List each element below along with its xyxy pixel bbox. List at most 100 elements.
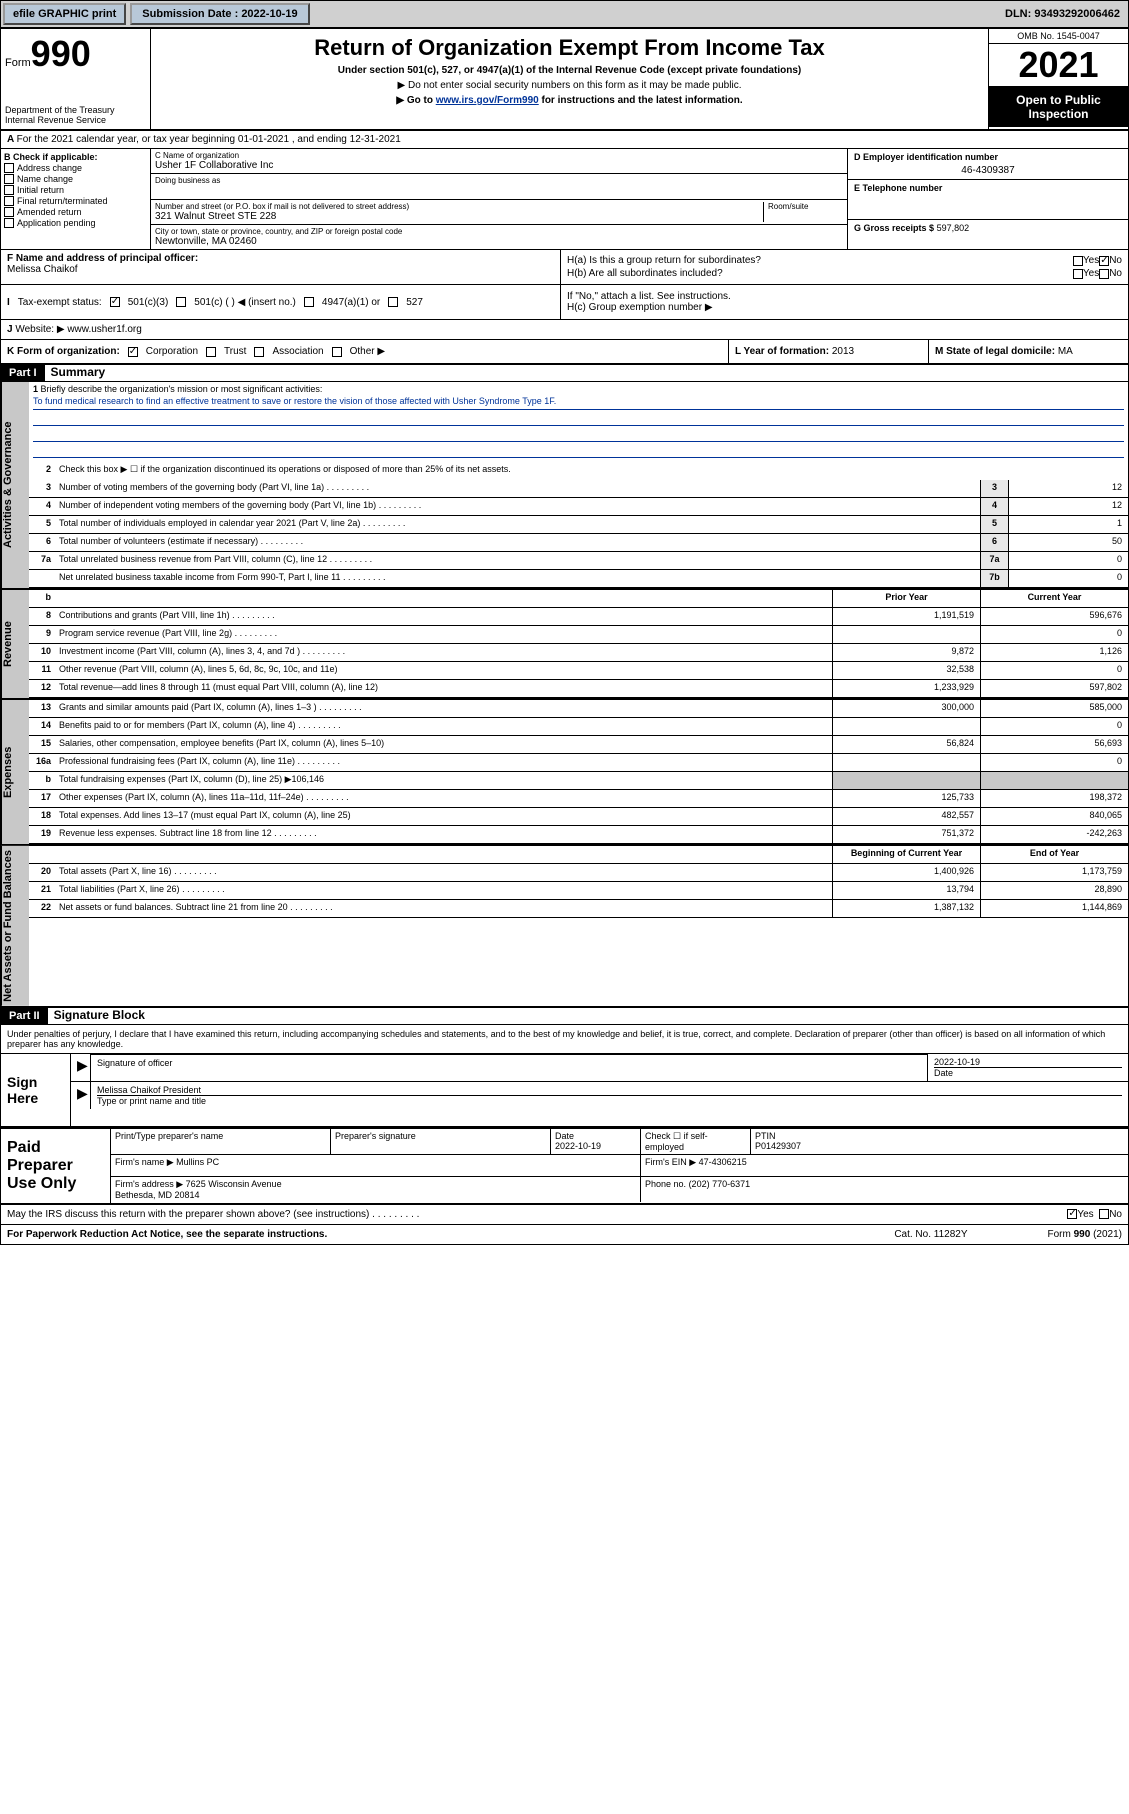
- c15: 56,693: [980, 736, 1128, 753]
- l9: Program service revenue (Part VIII, line…: [55, 626, 832, 643]
- website-label: Website: ▶: [15, 324, 64, 335]
- part2-title: Signature Block: [48, 1008, 145, 1024]
- p8: 1,191,519: [832, 608, 980, 625]
- part1-header: Part I: [1, 365, 45, 381]
- omb-number: OMB No. 1545-0047: [989, 29, 1128, 44]
- tab-revenue: Revenue: [1, 590, 29, 698]
- tax-status-label: Tax-exempt status:: [18, 297, 102, 308]
- l5: Total number of individuals employed in …: [55, 516, 980, 533]
- city-value: Newtonville, MA 02460: [155, 236, 843, 247]
- p15: 56,824: [832, 736, 980, 753]
- top-toolbar: efile GRAPHIC print Submission Date : 20…: [0, 0, 1129, 28]
- officer-label: F Name and address of principal officer:: [7, 253, 554, 264]
- chk-ha-no[interactable]: [1099, 256, 1109, 266]
- chk-address-change[interactable]: [4, 163, 14, 173]
- sig-declaration: Under penalties of perjury, I declare th…: [1, 1025, 1128, 1053]
- city-label: City or town, state or province, country…: [155, 227, 843, 236]
- l7a: Total unrelated business revenue from Pa…: [55, 552, 980, 569]
- l20: Total assets (Part X, line 16): [55, 864, 832, 881]
- discuss-question: May the IRS discuss this return with the…: [7, 1209, 1067, 1220]
- org-name: Usher 1F Collaborative Inc: [155, 160, 843, 171]
- p11: 32,538: [832, 662, 980, 679]
- arrow-icon: ▶: [77, 1057, 88, 1073]
- l8: Contributions and grants (Part VIII, lin…: [55, 608, 832, 625]
- chk-other[interactable]: [332, 347, 342, 357]
- l11: Other revenue (Part VIII, column (A), li…: [55, 662, 832, 679]
- p10: 9,872: [832, 644, 980, 661]
- v6: 50: [1008, 534, 1128, 551]
- hc-label: H(c) Group exemption number ▶: [567, 302, 1122, 313]
- prior-year-hdr: Prior Year: [832, 590, 980, 607]
- v5: 1: [1008, 516, 1128, 533]
- chk-app-pending[interactable]: [4, 218, 14, 228]
- chk-amended[interactable]: [4, 207, 14, 217]
- chk-name-change[interactable]: [4, 174, 14, 184]
- ha-label: H(a) Is this a group return for subordin…: [567, 255, 1073, 266]
- chk-hb-no[interactable]: [1099, 269, 1109, 279]
- part2-header: Part II: [1, 1008, 48, 1024]
- c14: 0: [980, 718, 1128, 735]
- dln-label: DLN: 93493292006462: [1005, 8, 1126, 20]
- form-org-label: K Form of organization:: [7, 346, 120, 357]
- suite-label: Room/suite: [768, 202, 843, 211]
- eoy-hdr: End of Year: [980, 846, 1128, 863]
- efile-print-button[interactable]: efile GRAPHIC print: [3, 3, 126, 25]
- l18: Total expenses. Add lines 13–17 (must eq…: [55, 808, 832, 825]
- firm-name: Mullins PC: [176, 1157, 219, 1167]
- paid-preparer-label: Paid Preparer Use Only: [1, 1129, 111, 1203]
- chk-corp[interactable]: [128, 347, 138, 357]
- current-year-hdr: Current Year: [980, 590, 1128, 607]
- hb-note: If "No," attach a list. See instructions…: [567, 291, 1122, 302]
- cat-no: Cat. No. 11282Y: [894, 1229, 967, 1240]
- c18: 840,065: [980, 808, 1128, 825]
- p20: 1,400,926: [832, 864, 980, 881]
- chk-4947[interactable]: [304, 297, 314, 307]
- sig-name-label: Type or print name and title: [97, 1095, 1122, 1106]
- ein-value: 46-4309387: [854, 165, 1122, 176]
- tax-year: 2021: [989, 44, 1128, 87]
- domicile-label: M State of legal domicile:: [935, 346, 1055, 357]
- l2: Check this box ▶ ☐ if the organization d…: [55, 462, 1128, 480]
- org-name-label: C Name of organization: [155, 151, 843, 160]
- p14: [832, 718, 980, 735]
- chk-discuss-no[interactable]: [1099, 1209, 1109, 1219]
- paperwork-notice: For Paperwork Reduction Act Notice, see …: [7, 1229, 894, 1240]
- line-a-taxyear: A For the 2021 calendar year, or tax yea…: [1, 131, 1128, 149]
- chk-501c3[interactable]: [110, 297, 120, 307]
- c13: 585,000: [980, 700, 1128, 717]
- prep-selfemp: Check ☐ if self-employed: [641, 1129, 751, 1154]
- l10: Investment income (Part VIII, column (A)…: [55, 644, 832, 661]
- irs-link[interactable]: www.irs.gov/Form990: [436, 95, 539, 106]
- ptin-value: P01429307: [755, 1141, 1124, 1151]
- l16b: Total fundraising expenses (Part IX, col…: [55, 772, 832, 789]
- form-header: Form990 Department of the Treasury Inter…: [1, 29, 1128, 131]
- ptin-label: PTIN: [755, 1131, 1124, 1141]
- c12: 597,802: [980, 680, 1128, 697]
- firm-name-label: Firm's name ▶: [115, 1157, 174, 1167]
- chk-501c[interactable]: [176, 297, 186, 307]
- chk-527[interactable]: [388, 297, 398, 307]
- p16a: [832, 754, 980, 771]
- chk-assoc[interactable]: [254, 347, 264, 357]
- firm-ein-label: Firm's EIN ▶: [645, 1157, 696, 1167]
- subtitle-2: ▶ Do not enter social security numbers o…: [157, 80, 982, 91]
- l17: Other expenses (Part IX, column (A), lin…: [55, 790, 832, 807]
- tab-activities: Activities & Governance: [1, 382, 29, 588]
- chk-final-return[interactable]: [4, 196, 14, 206]
- chk-trust[interactable]: [206, 347, 216, 357]
- l22: Net assets or fund balances. Subtract li…: [55, 900, 832, 917]
- chk-initial-return[interactable]: [4, 185, 14, 195]
- gross-label: G Gross receipts $: [854, 223, 934, 233]
- l1-label: Briefly describe the organization's miss…: [41, 384, 323, 394]
- dept-label: Department of the Treasury Internal Reve…: [5, 105, 146, 125]
- c9: 0: [980, 626, 1128, 643]
- sig-name: Melissa Chaikof President: [97, 1085, 1122, 1095]
- p21: 13,794: [832, 882, 980, 899]
- submission-date-button[interactable]: Submission Date : 2022-10-19: [130, 3, 309, 25]
- chk-hb-yes[interactable]: [1073, 269, 1083, 279]
- chk-discuss-yes[interactable]: [1067, 1209, 1077, 1219]
- chk-ha-yes[interactable]: [1073, 256, 1083, 266]
- p12: 1,233,929: [832, 680, 980, 697]
- c21: 28,890: [980, 882, 1128, 899]
- sig-officer-label: Signature of officer: [97, 1058, 921, 1068]
